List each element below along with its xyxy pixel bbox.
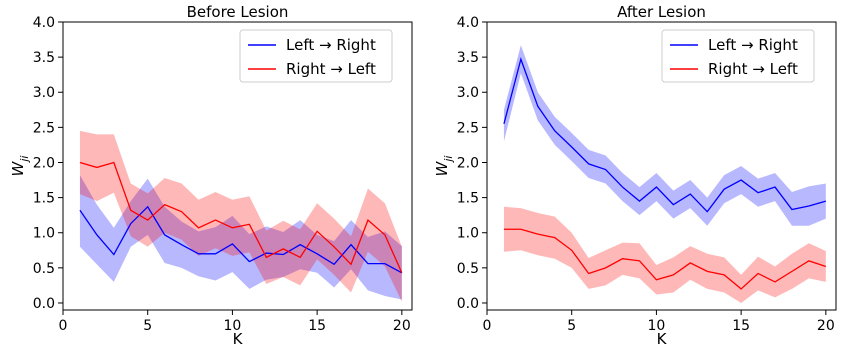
y-tick-label: 2.0 — [33, 155, 55, 171]
y-tick-label: 4.0 — [457, 15, 479, 31]
series-1-band — [503, 45, 826, 226]
x-tick-label: 20 — [817, 318, 835, 334]
panel-2: 0 5 10 15 20 0.0 0.5 1.0 1.5 2.0 2.5 3.0 3.5 4.0 After… — [433, 3, 837, 348]
x-tick-label: 5 — [143, 318, 152, 334]
x-tick-label: 0 — [59, 318, 68, 334]
y-axis-label: Wji — [9, 156, 31, 177]
legend-label-1: Left → Right — [708, 36, 798, 54]
series-2-line — [79, 161, 403, 274]
legend: Left → Right Right → Left — [239, 29, 393, 83]
series-2-band — [79, 130, 402, 302]
y-tick-label: 3.0 — [457, 85, 479, 101]
x-tick-label: 10 — [648, 318, 666, 334]
y-tick-label: 0.0 — [457, 296, 479, 312]
y-tick-label: 0.0 — [33, 296, 55, 312]
legend: Left → Right Right → Left — [661, 29, 815, 83]
plot-frame — [62, 21, 413, 311]
x-axis-label: K — [233, 330, 244, 348]
legend-label-2: Right → Left — [286, 60, 376, 78]
x-tick-label: 10 — [224, 318, 242, 334]
y-tick-label: 3.5 — [33, 50, 55, 66]
panel-title: After Lesion — [617, 3, 706, 21]
panel-1: 0 5 10 15 20 0.0 0.5 1.0 1.5 2.0 2.5 3.0 3.5 4.0 Befor… — [9, 3, 413, 348]
y-tick-label: 1.5 — [33, 191, 55, 207]
series-2-band — [503, 206, 826, 303]
series-1-line — [503, 57, 827, 213]
y-tick-label: 3.5 — [457, 50, 479, 66]
y-tick-label: 3.0 — [33, 85, 55, 101]
y-tick-label: 2.5 — [33, 120, 55, 136]
y-tick-label: 2.5 — [457, 120, 479, 136]
series-1-band — [79, 175, 402, 300]
y-tick-label: 1.0 — [457, 226, 479, 242]
y-tick-label: 1.5 — [457, 191, 479, 207]
y-tick-label: 1.0 — [33, 226, 55, 242]
legend-box — [239, 29, 393, 83]
y-tick-label: 2.0 — [457, 155, 479, 171]
y-axis-label: Wji — [433, 156, 455, 177]
x-tick-label: 15 — [308, 318, 326, 334]
x-tick-label: 5 — [567, 318, 576, 334]
x-axis-label: K — [657, 330, 668, 348]
y-tick-label: 0.5 — [457, 261, 479, 277]
series-2-line — [503, 228, 827, 290]
series-1-line — [79, 205, 403, 274]
panel-title: Before Lesion — [187, 3, 289, 21]
legend-label-2: Right → Left — [708, 60, 798, 78]
x-tick-label: 15 — [732, 318, 750, 334]
y-tick-label: 0.5 — [33, 261, 55, 277]
y-tick-label: 4.0 — [33, 15, 55, 31]
legend-label-1: Left → Right — [286, 36, 376, 54]
plot-frame — [486, 21, 837, 311]
legend-box — [661, 29, 815, 83]
x-tick-label: 0 — [483, 318, 492, 334]
x-tick-label: 20 — [393, 318, 411, 334]
